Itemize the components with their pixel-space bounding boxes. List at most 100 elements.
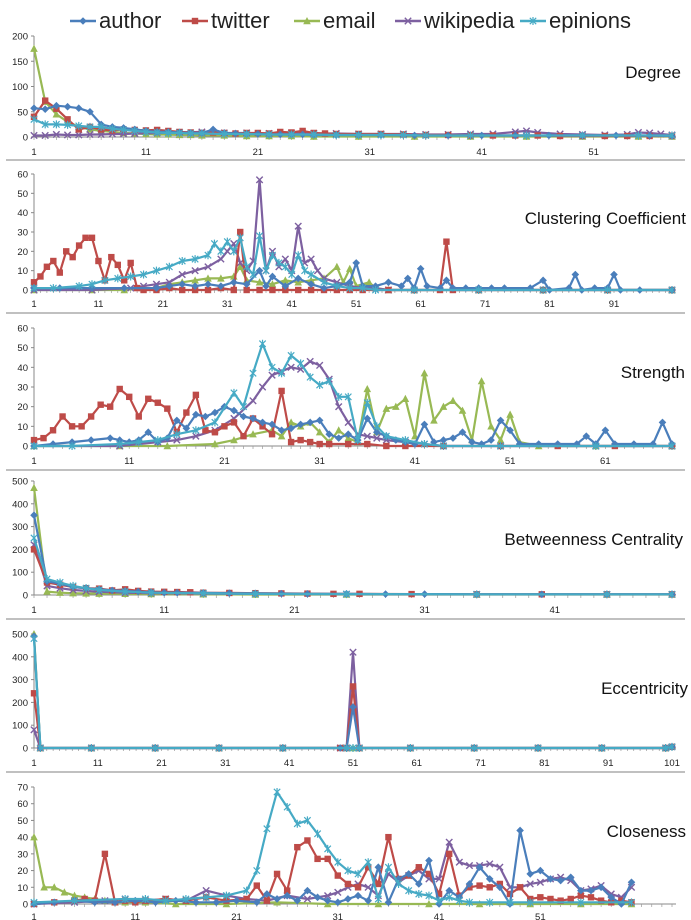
legend-label: twitter	[211, 8, 270, 33]
data-point	[135, 413, 142, 420]
data-point	[30, 690, 38, 697]
data-point	[287, 418, 295, 426]
data-point	[425, 891, 433, 900]
data-point	[522, 131, 531, 140]
x-tick-label: 21	[219, 456, 230, 467]
data-point	[496, 442, 505, 450]
data-point	[43, 263, 51, 270]
data-point	[81, 895, 88, 903]
data-point	[470, 744, 478, 752]
data-point	[442, 276, 451, 285]
data-point	[283, 887, 291, 894]
data-point	[87, 436, 95, 444]
data-point	[230, 247, 238, 256]
y-tick-label: 0	[23, 442, 28, 453]
data-point	[69, 589, 77, 597]
legend-swatch-wikipedia	[395, 17, 421, 25]
x-tick-label: 31	[314, 456, 325, 467]
data-point	[152, 266, 161, 275]
data-point	[566, 873, 575, 882]
data-point	[455, 896, 463, 905]
data-point	[344, 392, 352, 401]
data-point	[37, 273, 44, 280]
legend-label: author	[99, 8, 162, 33]
x-tick-label: 1	[31, 605, 36, 616]
data-point	[145, 395, 152, 402]
legend-label: email	[323, 8, 376, 33]
data-point	[496, 416, 505, 425]
data-point	[587, 886, 595, 895]
data-point	[86, 107, 94, 116]
data-point	[211, 429, 219, 436]
x-tick-label: 91	[609, 299, 620, 310]
data-point	[435, 875, 443, 883]
data-point	[101, 276, 109, 285]
data-point	[458, 406, 467, 414]
data-point	[668, 442, 676, 450]
y-tick-label: 0	[23, 591, 28, 602]
data-point	[425, 856, 433, 865]
data-point	[335, 402, 343, 411]
data-point	[75, 282, 83, 291]
data-point	[537, 894, 544, 901]
data-point	[415, 889, 423, 898]
data-point	[384, 863, 393, 872]
data-point	[435, 890, 443, 898]
data-point	[430, 438, 438, 446]
data-point	[477, 377, 486, 385]
data-point	[324, 855, 331, 863]
y-tick-label: 50	[17, 816, 28, 827]
x-tick-label: 21	[156, 758, 167, 769]
data-point	[141, 894, 150, 903]
data-point	[352, 259, 361, 267]
data-point	[68, 423, 76, 430]
data-point	[506, 890, 514, 898]
data-point	[202, 893, 210, 902]
data-point	[192, 898, 200, 907]
data-point	[449, 396, 457, 404]
data-point	[661, 744, 670, 752]
y-tick-label: 0	[23, 286, 28, 297]
data-point	[243, 129, 251, 138]
data-point	[297, 436, 304, 444]
data-point	[191, 255, 199, 264]
y-tick-label: 40	[17, 833, 28, 844]
data-point	[571, 270, 580, 279]
data-point	[455, 858, 464, 866]
data-point	[364, 440, 371, 448]
data-point	[41, 97, 49, 104]
data-point	[371, 286, 380, 294]
data-point	[401, 394, 410, 402]
data-point	[607, 893, 616, 902]
data-point	[50, 883, 59, 891]
data-point	[255, 176, 264, 184]
data-point	[288, 270, 296, 279]
x-tick-label: 71	[475, 758, 486, 769]
legend-swatch-epinions	[520, 17, 546, 25]
data-point	[249, 369, 257, 378]
data-point	[556, 876, 565, 885]
data-point	[325, 430, 333, 438]
data-point	[333, 282, 341, 291]
data-point	[183, 409, 190, 416]
x-tick-label: 81	[544, 299, 555, 310]
data-point	[230, 286, 237, 294]
data-point	[445, 893, 453, 902]
data-point	[52, 101, 61, 110]
data-point	[334, 898, 342, 907]
data-point	[204, 263, 212, 271]
data-point	[262, 282, 270, 290]
data-point	[209, 125, 217, 134]
x-tick-label: 51	[348, 758, 359, 769]
data-point	[282, 286, 289, 294]
y-tick-label: 40	[17, 208, 28, 219]
data-point	[263, 824, 271, 833]
y-tick-label: 20	[17, 866, 28, 877]
data-point	[281, 255, 290, 263]
data-point	[49, 284, 57, 293]
data-point	[468, 438, 476, 446]
data-point	[36, 744, 45, 752]
data-point	[439, 402, 448, 410]
data-point	[202, 427, 209, 434]
data-point	[268, 251, 277, 260]
